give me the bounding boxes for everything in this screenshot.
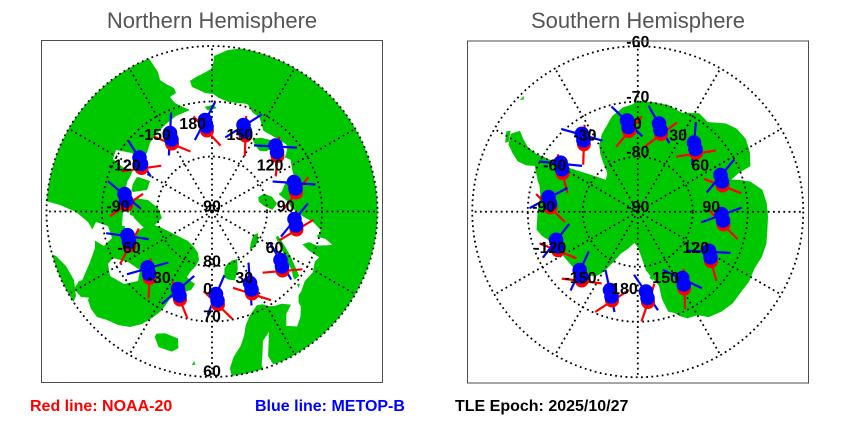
svg-text:-80: -80	[626, 144, 649, 161]
svg-text:80: 80	[203, 254, 221, 271]
svg-text:90: 90	[277, 199, 295, 216]
svg-text:-70: -70	[626, 89, 649, 106]
svg-text:-60: -60	[543, 158, 566, 175]
svg-text:-90: -90	[532, 199, 555, 216]
svg-text:0: 0	[203, 281, 212, 298]
svg-text:-60: -60	[626, 34, 649, 51]
svg-text:-150: -150	[564, 270, 596, 287]
svg-text:-90: -90	[626, 199, 649, 216]
svg-text:-120: -120	[109, 157, 141, 174]
svg-text:-150: -150	[139, 127, 171, 144]
svg-text:90: 90	[203, 199, 221, 216]
svg-text:60: 60	[203, 364, 221, 381]
svg-text:-90: -90	[106, 199, 129, 216]
svg-text:120: 120	[257, 157, 284, 174]
svg-text:180: 180	[611, 281, 638, 298]
svg-text:-30: -30	[573, 127, 596, 144]
svg-text:30: 30	[669, 127, 687, 144]
svg-text:90: 90	[702, 199, 720, 216]
svg-text:180: 180	[179, 116, 206, 133]
svg-text:70: 70	[203, 309, 221, 326]
svg-text:60: 60	[691, 158, 709, 175]
svg-text:-120: -120	[534, 240, 566, 257]
svg-text:120: 120	[682, 240, 709, 257]
svg-text:150: 150	[652, 270, 679, 287]
svg-text:0: 0	[633, 116, 642, 133]
svg-text:-60: -60	[117, 240, 140, 257]
svg-text:60: 60	[266, 240, 284, 257]
svg-text:150: 150	[226, 127, 253, 144]
svg-text:30: 30	[235, 270, 253, 287]
svg-text:-30: -30	[148, 270, 171, 287]
